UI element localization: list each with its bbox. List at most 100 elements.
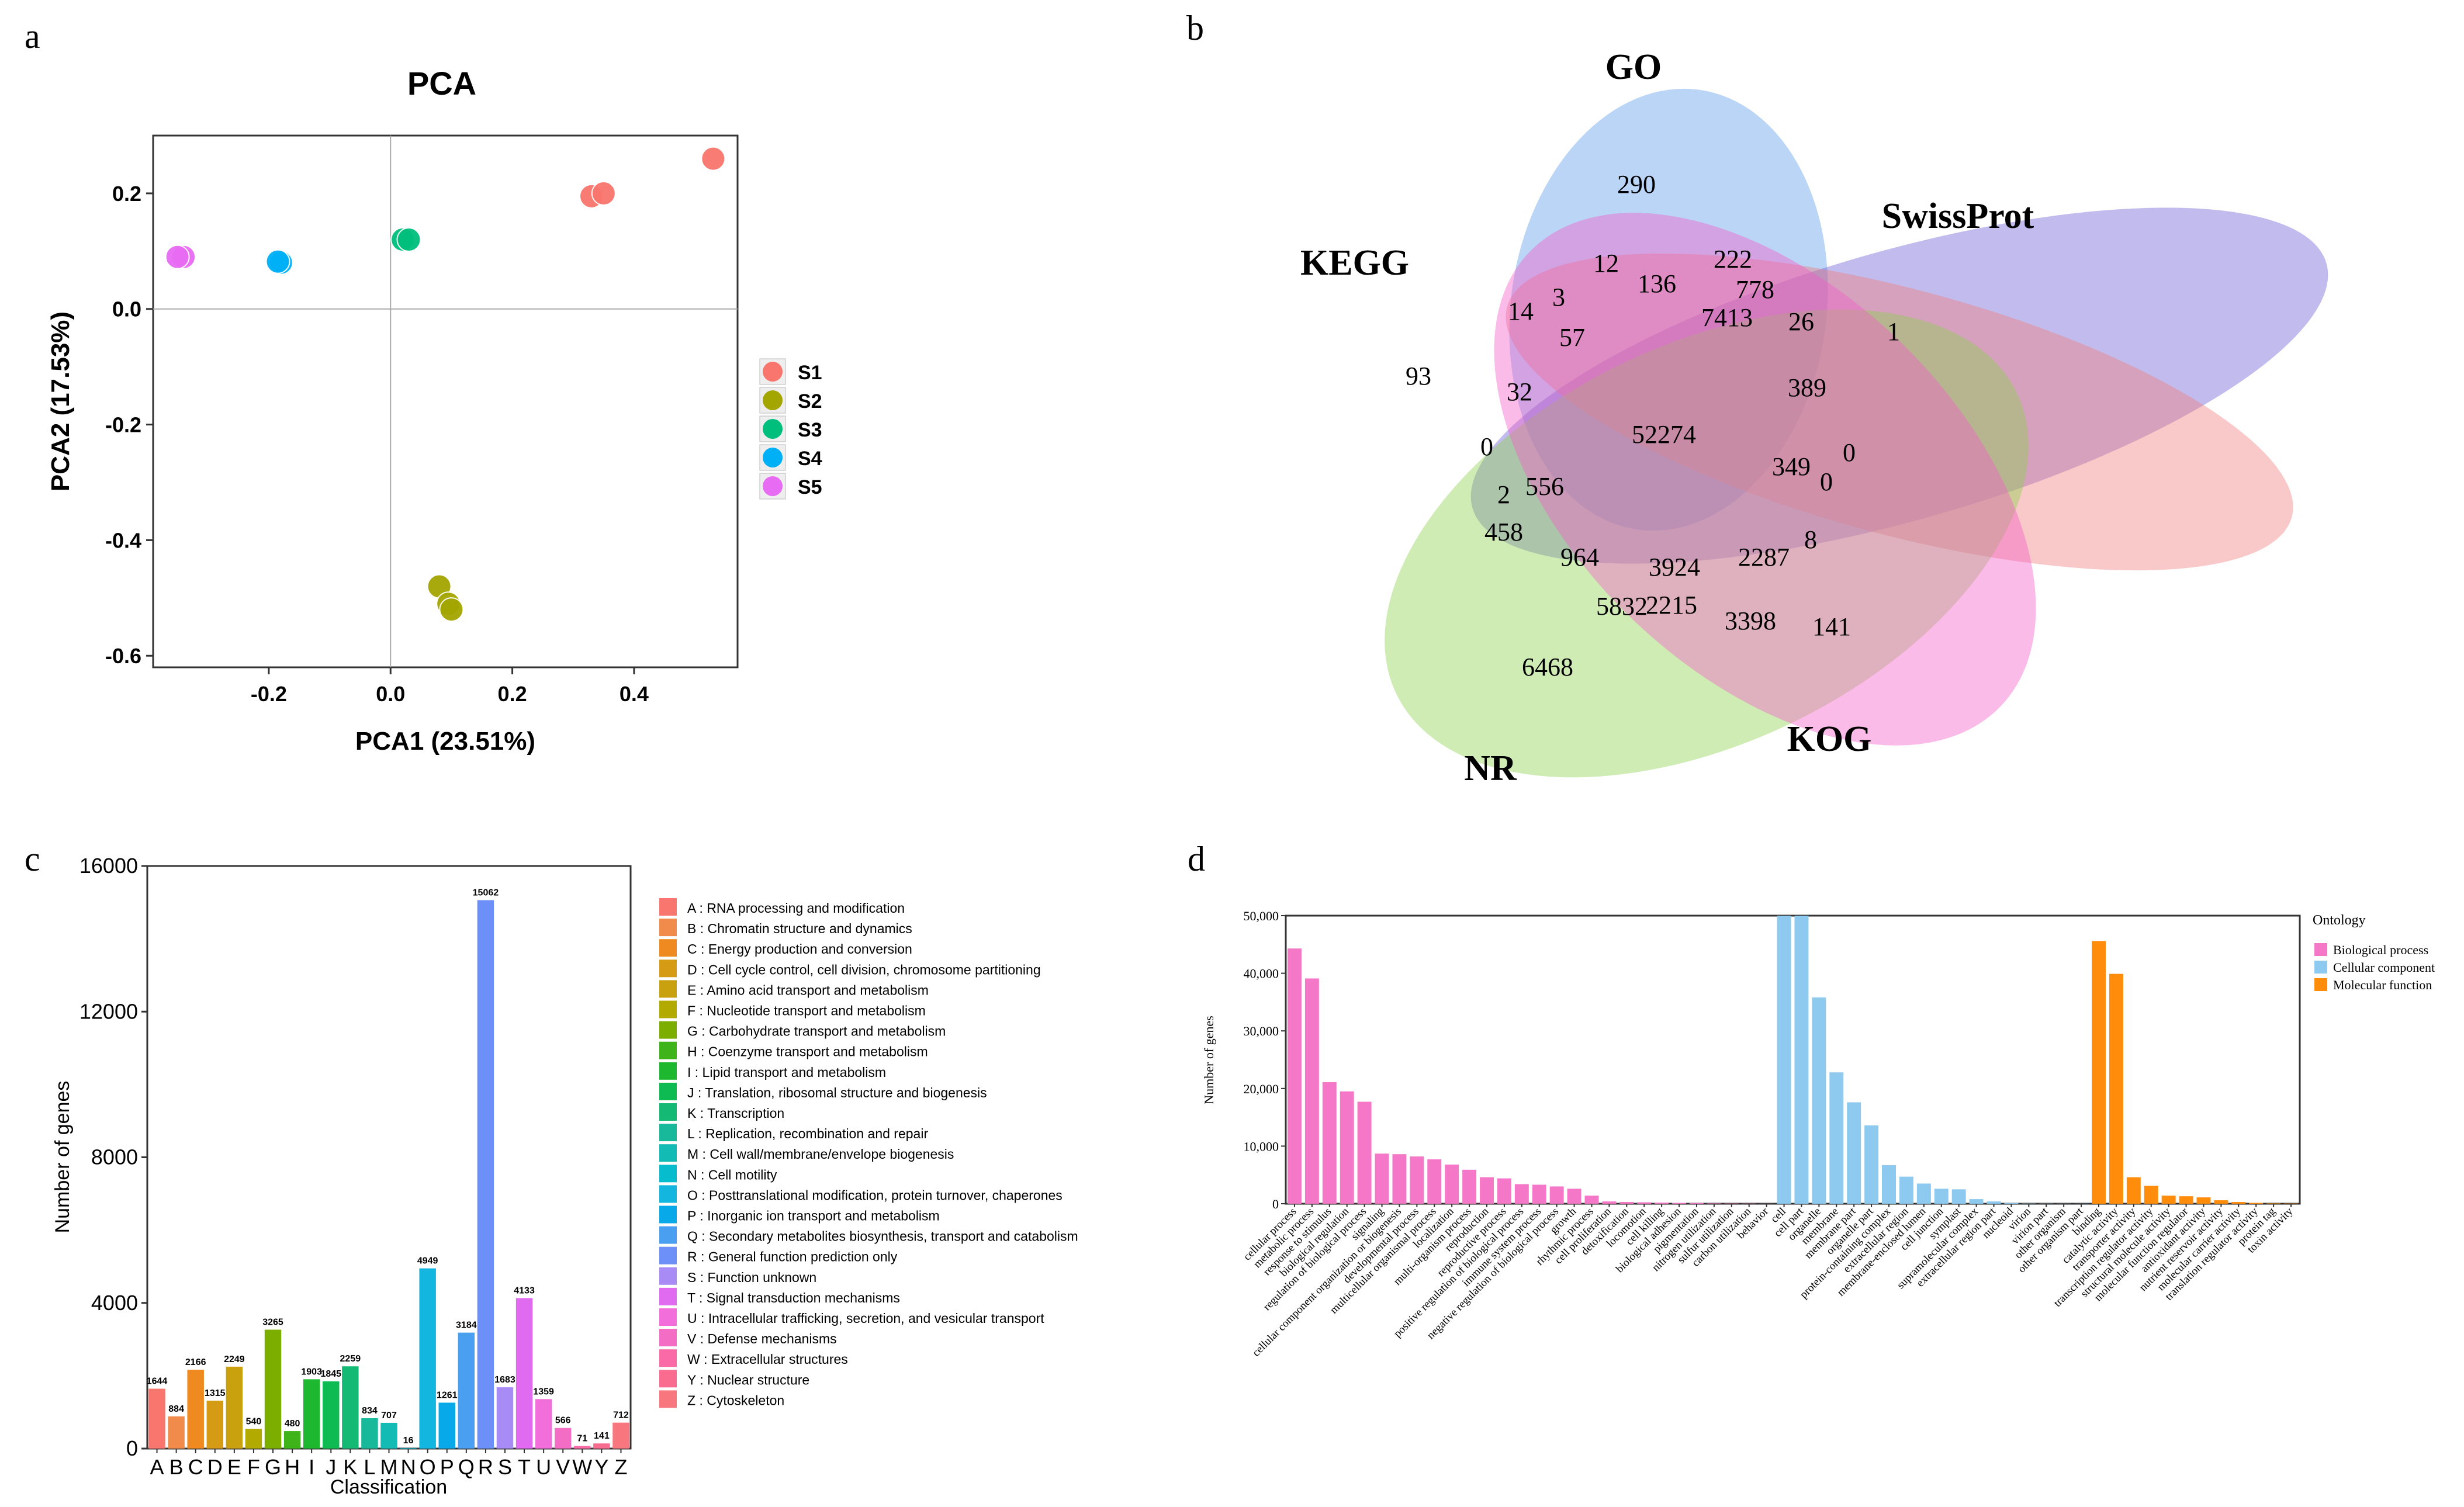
kog-bar-value-label: 540: [246, 1416, 262, 1426]
go-bar: [2249, 1203, 2264, 1204]
go-bar: [2214, 1200, 2228, 1204]
kog-legend-swatch: [659, 919, 677, 937]
kog-legend-label: Z : Cytoskeleton: [687, 1392, 784, 1408]
go-bar: [1637, 1202, 1652, 1204]
venn-region-count: 1: [1887, 317, 1900, 346]
kog-x-tick-label: I: [309, 1455, 314, 1479]
venn-set-label-kegg: KEGG: [1300, 243, 1409, 283]
kog-bar-value-label: 15062: [473, 888, 499, 898]
kog-legend-label: V : Defense mechanisms: [687, 1331, 837, 1346]
go-bar: [1322, 1082, 1337, 1204]
kog-x-tick-label: P: [440, 1455, 454, 1479]
kog-bar-value-label: 16: [403, 1436, 414, 1446]
pca-x-tick-label: 0.2: [498, 682, 527, 706]
venn-region-count: 6468: [1522, 653, 1573, 681]
kog-legend-label: M : Cell wall/membrane/envelope biogenes…: [687, 1146, 954, 1162]
pca-point-s1: [591, 181, 616, 206]
pca-points: [165, 146, 726, 622]
kog-y-tick-label: 0: [126, 1436, 138, 1460]
kog-bar-value-label: 4133: [514, 1286, 535, 1295]
pca-x-tick-label: -0.2: [251, 682, 287, 706]
venn-region-count: 32: [1507, 377, 1532, 406]
kog-x-tick-label: S: [498, 1455, 512, 1479]
go-bar: [1882, 1165, 1896, 1204]
kog-legend-swatch: [659, 1103, 677, 1121]
go-y-tick-label: 50,000: [1244, 909, 1279, 923]
kog-x-tick-label: Y: [594, 1455, 608, 1479]
kog-bar-r: [477, 900, 494, 1449]
go-bar: [1934, 1189, 1949, 1204]
venn-region-count: 290: [1617, 170, 1656, 199]
kog-x-tick-label: F: [247, 1455, 260, 1479]
kog-bar-b: [168, 1416, 185, 1449]
kog-legend-label: L : Replication, recombination and repai…: [687, 1126, 928, 1141]
go-bar: [2144, 1186, 2158, 1204]
go-bar: [1619, 1202, 1634, 1204]
kog-legend-swatch: [659, 1144, 677, 1162]
go-bar: [1480, 1177, 1494, 1204]
go-bar: [1287, 948, 1302, 1204]
pca-point-s3: [396, 227, 421, 252]
kog-legend-swatch: [659, 1165, 677, 1183]
panel-label-d: d: [1188, 840, 1205, 878]
go-bar: [2004, 1203, 2019, 1204]
kog-legend-swatch: [659, 1349, 677, 1367]
kog-x-tick-label: K: [343, 1455, 357, 1479]
go-bar: [2092, 941, 2106, 1204]
kog-legend-label: J : Translation, ribosomal structure and…: [687, 1085, 987, 1100]
kog-bar-value-label: 1903: [301, 1367, 322, 1377]
kog-bar-i: [303, 1379, 320, 1449]
kog-x-tick-label: T: [518, 1455, 531, 1479]
kog-x-tick-label: Q: [458, 1455, 475, 1479]
kog-bar-value-label: 707: [381, 1411, 397, 1421]
venn-region-count: 7413: [1701, 303, 1753, 332]
pca-legend-label-s3: S3: [798, 419, 822, 441]
venn-region-count: 2: [1497, 480, 1510, 509]
kog-legend-label: I : Lipid transport and metabolism: [687, 1065, 886, 1080]
kog-bar-value-label: 71: [577, 1434, 587, 1444]
kog-plot-frame: [146, 865, 632, 1450]
go-y-tick-label: 10,000: [1244, 1139, 1279, 1153]
pca-point-s2: [439, 597, 464, 622]
kog-bar-z: [612, 1422, 629, 1449]
venn-region-count: 0: [1843, 438, 1856, 467]
go-bar: [2161, 1196, 2176, 1204]
kog-panel: 0 4000 8000 12000 16000 1644 884 2166 1315 2249 5…: [51, 854, 1078, 1498]
venn-region-count: 3398: [1725, 607, 1776, 635]
kog-x-tick-label: D: [207, 1455, 223, 1479]
pca-point-s1: [701, 146, 726, 171]
kog-legend-swatch: [659, 1082, 677, 1100]
venn-region-count: 136: [1638, 269, 1676, 298]
kog-y-tick-label: 16000: [79, 854, 138, 878]
kog-bar-value-label: 1261: [437, 1390, 458, 1400]
go-y-axis: 0 10,000 20,000 30,000 40,000 50,000: [1244, 909, 1286, 1211]
kog-legend-label: N : Cell motility: [687, 1167, 777, 1182]
venn-region-count: 8: [1804, 525, 1817, 554]
venn-ellipse-swissprot: [1470, 207, 2328, 564]
kog-bar-value-label: 834: [362, 1406, 378, 1416]
kog-bar-v: [554, 1428, 572, 1449]
kog-legend-label: O : Posttranslational modification, prot…: [687, 1187, 1063, 1203]
go-bar: [2179, 1196, 2193, 1204]
go-bar: [1916, 1183, 1931, 1204]
kog-bar-value-label: 2166: [185, 1357, 206, 1367]
kog-legend-label: K : Transcription: [687, 1106, 784, 1121]
panel-label-a: a: [25, 17, 40, 56]
pca-legend: S1 S2 S3 S4 S5: [759, 358, 822, 500]
pca-legend-label-s1: S1: [798, 362, 822, 384]
kog-bar-value-label: 3265: [262, 1318, 283, 1328]
kog-x-tick-label: V: [556, 1455, 570, 1479]
kog-bar-value-label: 1315: [205, 1388, 226, 1398]
kog-bar-value-label: 4949: [417, 1256, 438, 1266]
kog-y-axis: 0 4000 8000 12000 16000: [79, 854, 147, 1460]
go-plot-frame: [1285, 914, 2301, 1205]
kog-legend-label: B : Chromatin structure and dynamics: [687, 921, 912, 936]
go-bar: [1951, 1189, 1966, 1204]
venn-region-count: 141: [1812, 612, 1851, 641]
kog-bar-n: [400, 1448, 417, 1449]
kog-bar-q: [458, 1332, 475, 1449]
kog-legend-swatch: [659, 1226, 677, 1244]
venn-region-count: 778: [1736, 275, 1774, 304]
